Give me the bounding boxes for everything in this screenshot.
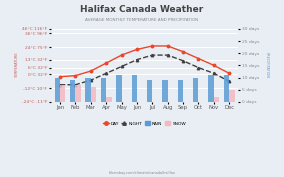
Bar [70,80,76,102]
Bar [60,85,66,102]
Bar [76,85,81,102]
Bar [162,80,168,102]
Bar [116,75,122,102]
Bar [214,97,219,102]
Bar [55,78,60,102]
Bar [106,97,112,102]
Bar [91,87,96,102]
Text: AVERAGE MONTHLY TEMPERATURE AND PRECIPITATION: AVERAGE MONTHLY TEMPERATURE AND PRECIPIT… [85,18,199,22]
Text: Halifax Canada Weather: Halifax Canada Weather [80,5,204,14]
Bar [101,78,106,102]
Y-axis label: PRECIPITATION: PRECIPITATION [265,52,269,78]
Bar [224,75,229,102]
Legend: DAY, NIGHT, RAIN, SNOW: DAY, NIGHT, RAIN, SNOW [101,120,188,127]
Bar [85,78,91,102]
Bar [229,90,235,102]
Bar [147,80,152,102]
Bar [178,80,183,102]
Bar [193,78,199,102]
Y-axis label: TEMPERATURE: TEMPERATURE [15,53,19,78]
Bar [131,75,137,102]
Text: hikersbay.com/climate/canada/halifax: hikersbay.com/climate/canada/halifax [108,171,176,175]
Bar [208,75,214,102]
